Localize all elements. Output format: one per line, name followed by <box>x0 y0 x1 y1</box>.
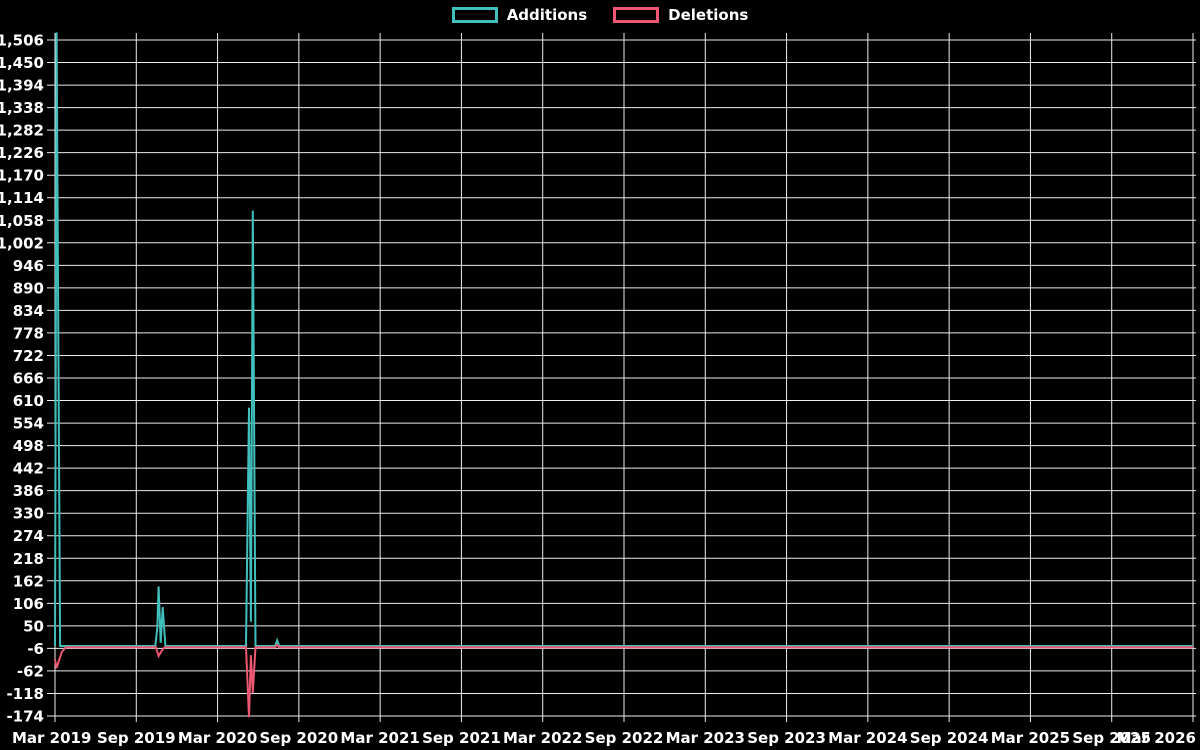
y-axis-tick-label: 890 <box>13 279 44 297</box>
x-axis-tick-label: Sep 2021 <box>422 729 501 747</box>
y-axis-tick-label: 554 <box>13 415 44 433</box>
x-axis-tick-label: Mar 2025 <box>991 729 1070 747</box>
legend-label-additions: Additions <box>506 5 588 24</box>
y-axis-tick-label: 778 <box>13 324 44 342</box>
legend-label-deletions: Deletions <box>668 5 749 24</box>
y-axis-tick-label: 1,282 <box>0 122 44 140</box>
x-axis-tick-label: Sep 2020 <box>260 729 339 747</box>
x-axis-tick-label: Mar 2019 <box>12 729 91 747</box>
y-axis-tick-label: 666 <box>13 370 44 388</box>
y-axis-tick-label: 274 <box>13 527 44 545</box>
x-axis-tick-label: Mar 2021 <box>340 729 419 747</box>
y-axis-tick-label: 1,338 <box>0 99 44 117</box>
y-axis-tick-label: 1,394 <box>0 77 44 95</box>
x-axis-tick-label: Mar 2020 <box>178 729 257 747</box>
y-axis-tick-label: 1,450 <box>0 54 44 72</box>
legend-item-additions[interactable]: Additions <box>451 5 588 24</box>
y-axis-tick-label: 386 <box>13 482 44 500</box>
y-axis-tick-label: 162 <box>13 572 44 590</box>
deletions-line[interactable] <box>54 643 1193 718</box>
y-axis-tick-label: 50 <box>23 617 44 635</box>
x-axis-tick-label: Mar 2024 <box>828 729 907 747</box>
y-axis-tick-label: 498 <box>13 437 44 455</box>
x-axis-tick-label: Sep 2023 <box>747 729 826 747</box>
x-axis-tick-label: Sep 2022 <box>585 729 664 747</box>
legend-item-deletions[interactable]: Deletions <box>613 7 748 23</box>
y-axis-tick-label: 1,226 <box>0 144 44 162</box>
y-axis-tick-label: 834 <box>13 302 44 320</box>
x-axis-tick-label: Mar 2022 <box>503 729 582 747</box>
x-axis-tick-label: Sep 2024 <box>910 729 989 747</box>
y-axis-tick-label: 218 <box>13 550 44 568</box>
x-axis-tick-label: Mar 2026 <box>1117 729 1196 747</box>
y-axis-tick-label: 106 <box>13 595 44 613</box>
y-axis-tick-label: 1,002 <box>0 234 44 252</box>
y-axis-tick-label: -174 <box>6 708 44 726</box>
y-axis-tick-label: 610 <box>13 392 44 410</box>
y-axis-tick-label: -118 <box>6 685 44 703</box>
y-axis-tick-label: 722 <box>13 347 44 365</box>
y-axis-tick-label: 1,506 <box>0 32 44 50</box>
y-axis-tick-label: 1,058 <box>0 212 44 230</box>
x-axis-tick-label: Sep 2019 <box>97 729 176 747</box>
additions-line[interactable] <box>54 32 1193 647</box>
y-axis-tick-label: 946 <box>13 257 44 275</box>
y-axis-tick-label: -62 <box>17 662 44 680</box>
chart-legend: Additions Deletions <box>0 7 1200 23</box>
y-axis-tick-label: 442 <box>13 460 44 478</box>
x-axis-tick-label: Mar 2023 <box>666 729 745 747</box>
y-axis-tick-label: 1,114 <box>0 189 44 207</box>
y-axis-tick-label: -6 <box>27 640 44 658</box>
additions-swatch-icon <box>451 7 498 23</box>
y-axis-tick-label: 1,170 <box>0 167 44 185</box>
y-axis-tick-label: 330 <box>13 505 44 523</box>
deletions-swatch-icon <box>613 7 660 23</box>
x-axis-tick-label: Sep 2025 <box>1072 729 1151 747</box>
